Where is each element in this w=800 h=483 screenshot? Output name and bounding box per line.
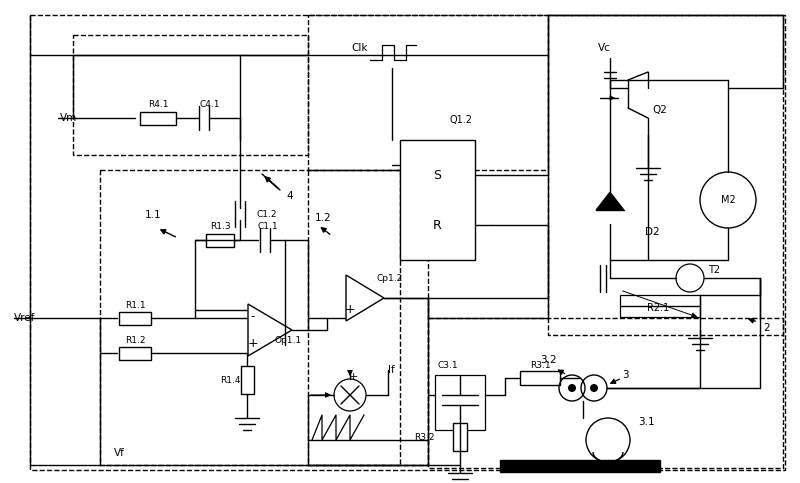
Text: S: S bbox=[433, 169, 441, 182]
Text: Cp1.2: Cp1.2 bbox=[376, 273, 402, 283]
Text: +: + bbox=[345, 302, 355, 315]
Bar bbox=[428, 318, 783, 468]
Text: +: + bbox=[348, 372, 358, 382]
Text: Vc: Vc bbox=[598, 43, 611, 53]
Text: If: If bbox=[388, 365, 394, 375]
Text: Clk: Clk bbox=[351, 43, 368, 53]
Text: R1.4: R1.4 bbox=[220, 375, 240, 384]
Text: 1.1: 1.1 bbox=[145, 210, 162, 220]
Text: Vm: Vm bbox=[60, 113, 78, 123]
Text: C1.1: C1.1 bbox=[258, 222, 278, 230]
Bar bbox=[620, 295, 700, 317]
Text: M2: M2 bbox=[721, 195, 735, 205]
Text: 3.1: 3.1 bbox=[638, 417, 654, 427]
Text: 3.2: 3.2 bbox=[540, 355, 557, 365]
Text: R1.1: R1.1 bbox=[125, 300, 146, 310]
Circle shape bbox=[568, 384, 576, 392]
Text: C4.1: C4.1 bbox=[200, 99, 220, 109]
Text: R2.1: R2.1 bbox=[647, 303, 669, 313]
Text: R: R bbox=[433, 218, 442, 231]
Bar bbox=[548, 15, 783, 335]
Text: T2: T2 bbox=[708, 265, 720, 275]
Text: Vf: Vf bbox=[114, 448, 125, 458]
Bar bbox=[308, 170, 428, 465]
Text: R4.1: R4.1 bbox=[148, 99, 168, 109]
Text: C3.1: C3.1 bbox=[438, 360, 458, 369]
Bar bbox=[140, 112, 176, 125]
Bar bbox=[435, 375, 485, 430]
Text: 1.2: 1.2 bbox=[315, 213, 332, 223]
Bar bbox=[308, 15, 548, 170]
Text: 3: 3 bbox=[622, 370, 629, 380]
Text: R3.1: R3.1 bbox=[530, 360, 550, 369]
Text: D2: D2 bbox=[645, 227, 660, 237]
Bar bbox=[500, 460, 660, 472]
Bar bbox=[453, 423, 467, 451]
Bar bbox=[119, 312, 151, 325]
Bar bbox=[400, 140, 475, 260]
Bar bbox=[100, 170, 400, 465]
Text: 2: 2 bbox=[763, 323, 770, 333]
Text: -: - bbox=[250, 311, 255, 324]
Text: +: + bbox=[248, 337, 258, 350]
Polygon shape bbox=[596, 192, 624, 210]
Circle shape bbox=[590, 384, 598, 392]
Text: R3.2: R3.2 bbox=[414, 432, 435, 441]
Text: Vref: Vref bbox=[14, 313, 35, 323]
Bar bbox=[241, 366, 254, 394]
Bar bbox=[119, 347, 151, 360]
Bar bbox=[520, 371, 560, 385]
Text: R1.2: R1.2 bbox=[125, 336, 146, 344]
Text: Op1.1: Op1.1 bbox=[274, 336, 301, 344]
Bar bbox=[73, 35, 308, 155]
Text: C1.2: C1.2 bbox=[256, 210, 277, 218]
Text: 4: 4 bbox=[286, 191, 293, 201]
Text: Q1.2: Q1.2 bbox=[450, 115, 473, 125]
Text: R1.3: R1.3 bbox=[210, 222, 230, 230]
Bar bbox=[206, 234, 234, 247]
Text: Q2: Q2 bbox=[652, 105, 667, 115]
